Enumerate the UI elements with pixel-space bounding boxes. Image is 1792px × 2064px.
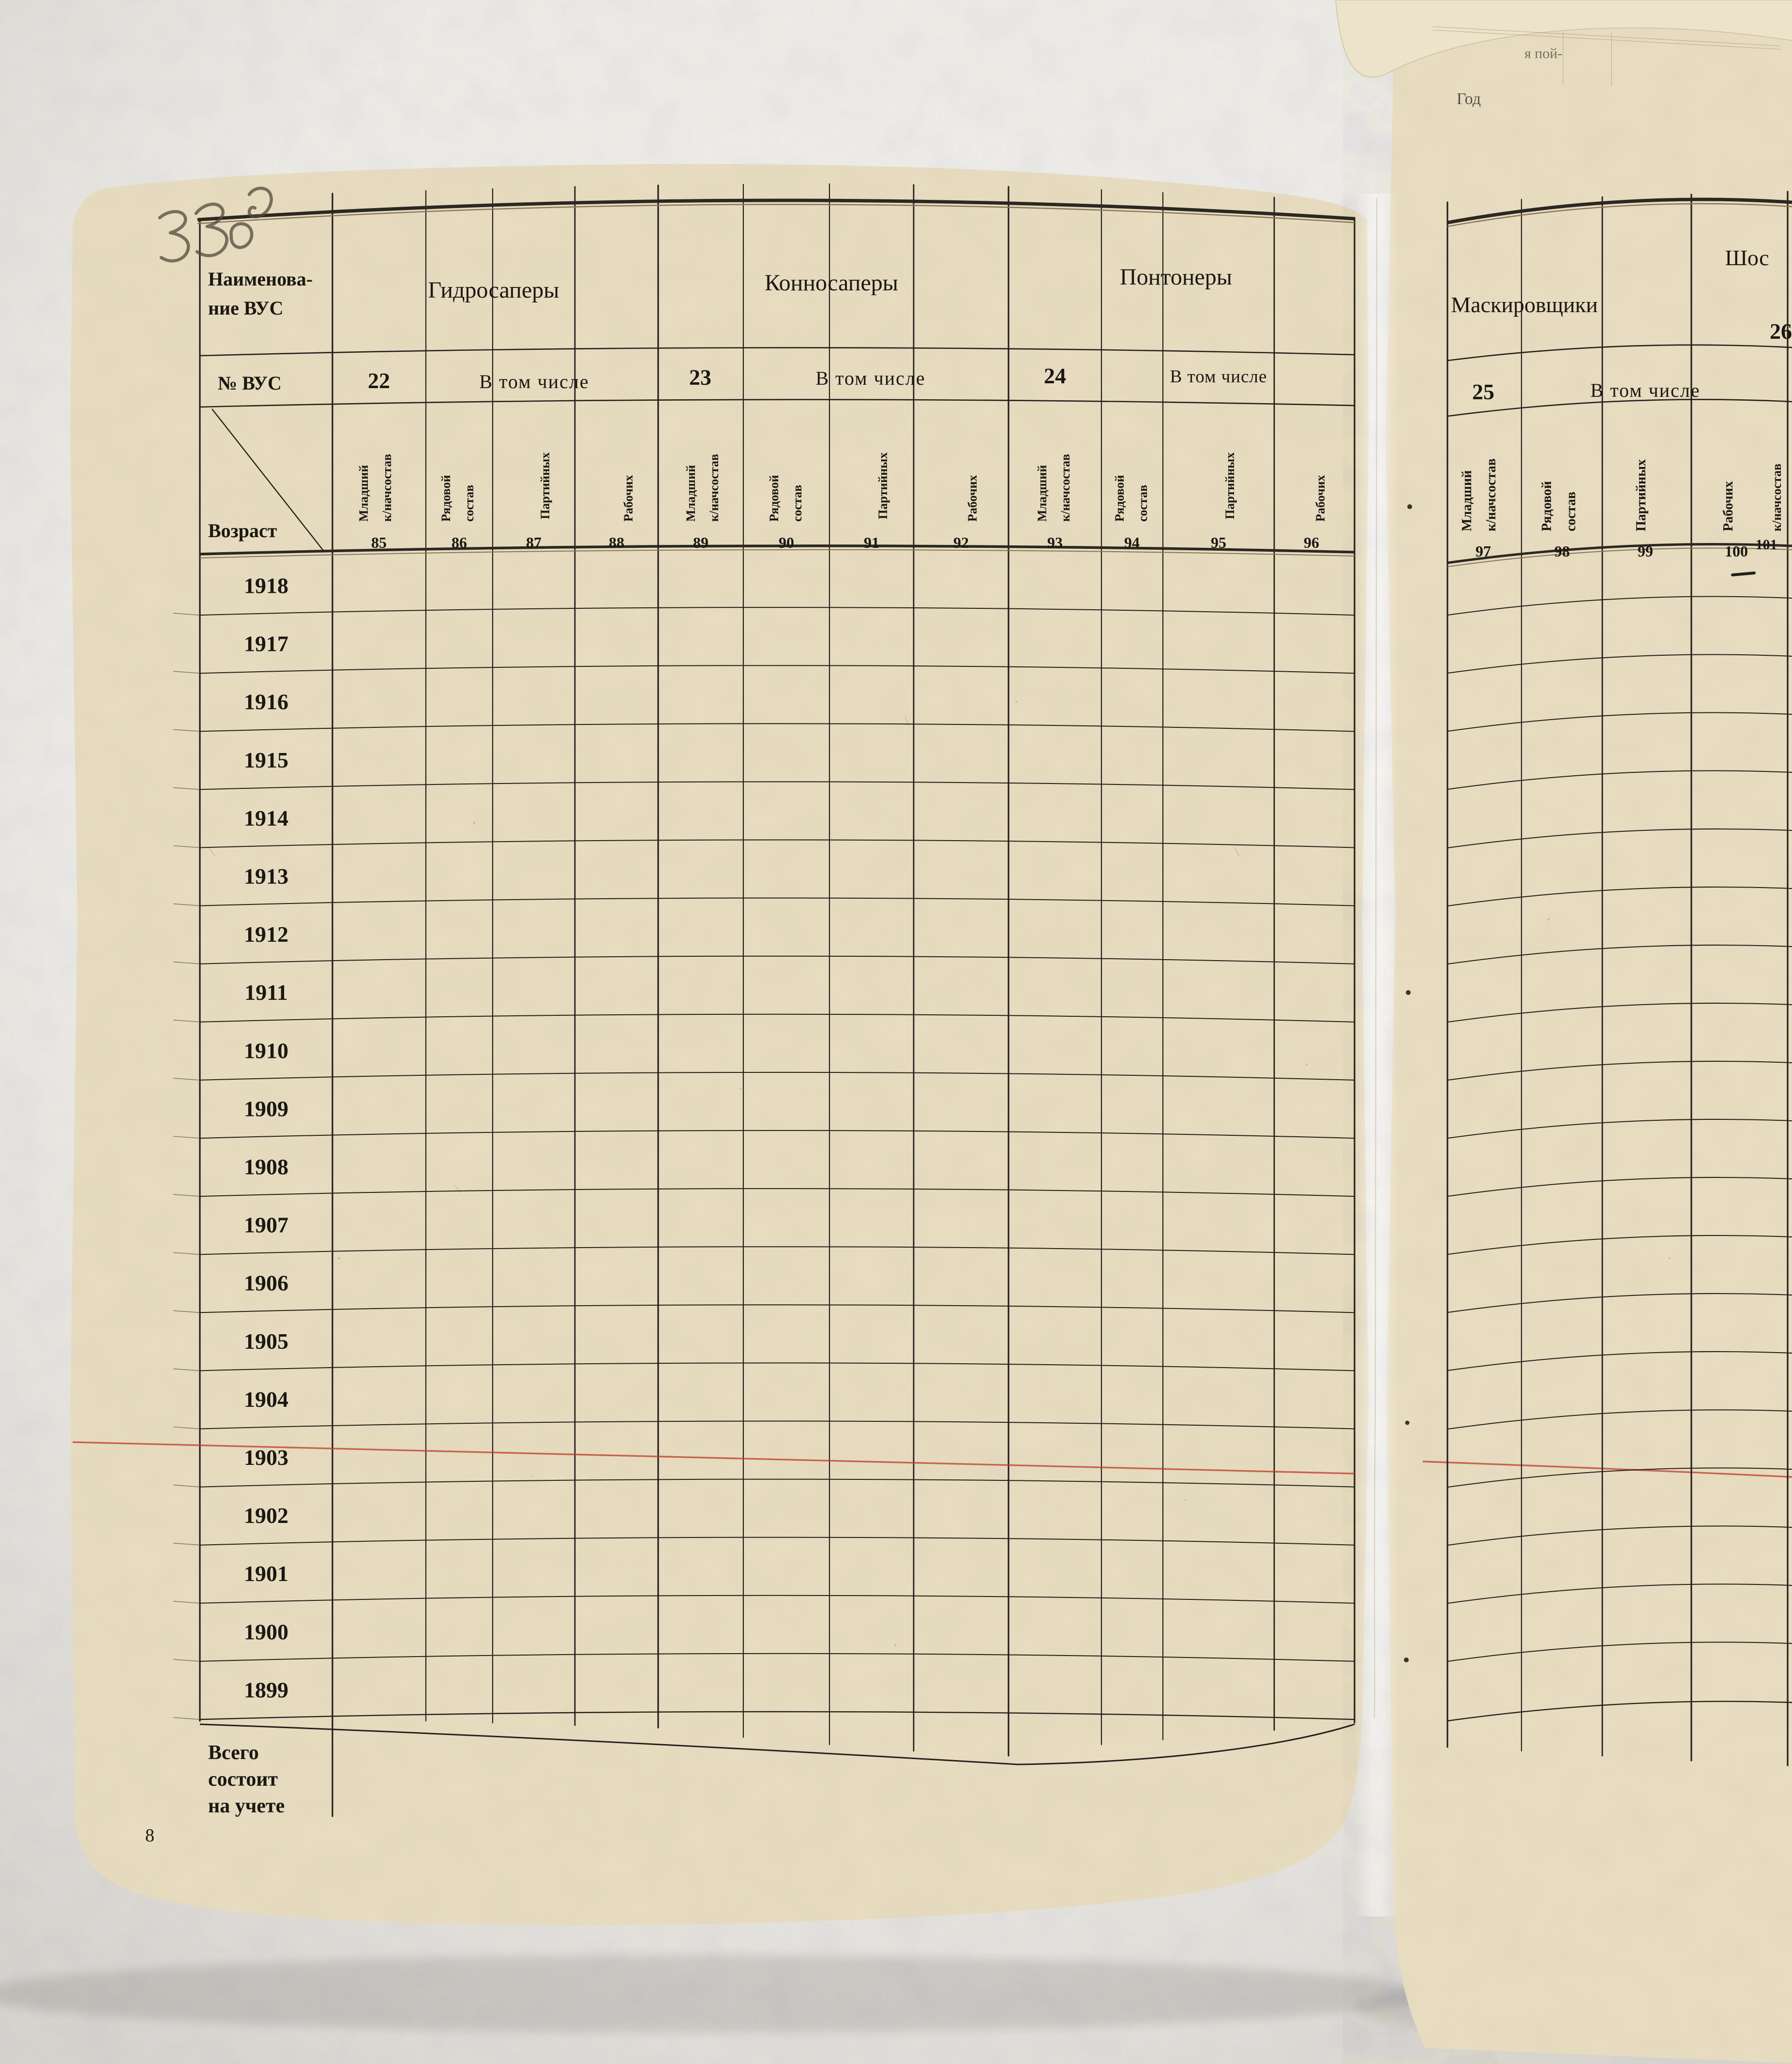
svg-text:Шос: Шос (1725, 245, 1769, 270)
svg-text:ние ВУС: ние ВУС (208, 297, 284, 319)
svg-text:92: 92 (953, 534, 969, 551)
svg-text:93: 93 (1047, 534, 1063, 551)
svg-text:1908: 1908 (244, 1155, 288, 1179)
svg-text:99: 99 (1638, 542, 1653, 560)
svg-text:8: 8 (145, 1825, 154, 1846)
svg-text:состав: состав (1564, 492, 1579, 531)
svg-text:1906: 1906 (244, 1271, 288, 1296)
svg-text:к/начсостав: к/начсостав (1484, 458, 1499, 531)
svg-text:Конносаперы: Конносаперы (765, 270, 898, 296)
svg-text:98: 98 (1554, 542, 1570, 560)
svg-text:на учете: на учете (208, 1795, 285, 1817)
svg-text:Рабочих: Рабочих (1313, 475, 1327, 522)
svg-text:91: 91 (864, 534, 879, 551)
svg-text:97: 97 (1476, 542, 1491, 560)
svg-text:1911: 1911 (244, 980, 287, 1005)
svg-text:85: 85 (371, 534, 387, 551)
svg-text:1912: 1912 (244, 922, 288, 947)
svg-text:к/начсостав: к/начсостав (1058, 454, 1072, 522)
svg-text:Партийных: Партийных (1223, 452, 1237, 519)
svg-text:Возраст: Возраст (208, 520, 277, 542)
svg-text:к/начсостав: к/начсостав (380, 454, 394, 522)
svg-text:1900: 1900 (244, 1619, 288, 1644)
svg-text:1918: 1918 (244, 573, 288, 598)
svg-text:Наименова-: Наименова- (208, 268, 313, 290)
svg-text:Год: Год (1457, 90, 1481, 108)
svg-text:Всего: Всего (208, 1742, 259, 1764)
svg-text:я пой-: я пой- (1524, 45, 1562, 61)
svg-text:Рабочих: Рабочих (965, 475, 979, 522)
svg-text:Понтонеры: Понтонеры (1120, 264, 1232, 290)
svg-text:1909: 1909 (244, 1096, 288, 1121)
svg-text:1915: 1915 (244, 748, 288, 772)
svg-text:Партийных: Партийных (1634, 459, 1649, 531)
svg-text:1904: 1904 (244, 1387, 288, 1412)
svg-text:Маскировщики: Маскировщики (1451, 292, 1597, 317)
svg-text:23: 23 (689, 365, 711, 390)
svg-text:86: 86 (452, 534, 467, 551)
svg-text:22: 22 (368, 368, 390, 393)
svg-text:96: 96 (1304, 534, 1319, 551)
svg-text:состав: состав (462, 485, 476, 522)
svg-text:1910: 1910 (244, 1038, 288, 1063)
svg-text:к/начсостав: к/начсостав (1770, 464, 1784, 531)
svg-text:Младший: Младший (1460, 470, 1475, 531)
svg-text:89: 89 (693, 534, 708, 551)
svg-text:26: 26 (1770, 319, 1792, 344)
svg-text:Младший: Младший (684, 465, 698, 522)
svg-text:к/начсостав: к/начсостав (707, 454, 721, 522)
svg-text:Рабочих: Рабочих (621, 475, 635, 522)
svg-text:1916: 1916 (244, 690, 288, 714)
svg-text:Рядовой: Рядовой (1113, 475, 1127, 522)
svg-text:Рядовой: Рядовой (1539, 481, 1554, 531)
svg-text:90: 90 (779, 534, 794, 551)
svg-text:№ ВУС: № ВУС (218, 372, 282, 394)
svg-text:24: 24 (1044, 363, 1066, 388)
svg-text:Рабочих: Рабочих (1721, 481, 1736, 531)
svg-text:1899: 1899 (244, 1677, 288, 1702)
svg-text:1901: 1901 (244, 1561, 288, 1586)
svg-text:95: 95 (1211, 534, 1226, 551)
svg-text:В том числе: В том числе (1590, 379, 1700, 401)
svg-text:Партийных: Партийных (538, 452, 552, 519)
svg-text:Партийных: Партийных (876, 452, 890, 519)
svg-text:В том числе: В том числе (1170, 367, 1267, 387)
svg-text:94: 94 (1124, 534, 1140, 551)
svg-text:25: 25 (1472, 379, 1494, 404)
svg-text:состоит: состоит (208, 1768, 278, 1791)
svg-text:100: 100 (1725, 542, 1748, 560)
svg-text:88: 88 (609, 534, 624, 551)
svg-text:состав: состав (790, 485, 804, 522)
svg-text:1903: 1903 (244, 1445, 288, 1470)
svg-text:Младший: Младший (357, 465, 371, 522)
svg-text:1913: 1913 (244, 864, 288, 889)
svg-text:В том числе: В том числе (815, 367, 925, 389)
svg-text:87: 87 (526, 534, 542, 551)
svg-text:Гидросаперы: Гидросаперы (428, 277, 559, 303)
svg-text:Рядовой: Рядовой (439, 475, 453, 522)
svg-text:состав: состав (1136, 485, 1150, 522)
svg-text:В том числе: В том числе (479, 371, 589, 392)
svg-text:1905: 1905 (244, 1329, 288, 1354)
svg-text:1914: 1914 (244, 806, 288, 830)
svg-text:101: 101 (1756, 537, 1777, 553)
svg-text:1917: 1917 (244, 632, 288, 656)
svg-text:1902: 1902 (244, 1503, 288, 1528)
svg-text:1907: 1907 (244, 1213, 288, 1237)
svg-text:Рядовой: Рядовой (767, 475, 781, 522)
svg-text:Младший: Младший (1035, 465, 1049, 522)
